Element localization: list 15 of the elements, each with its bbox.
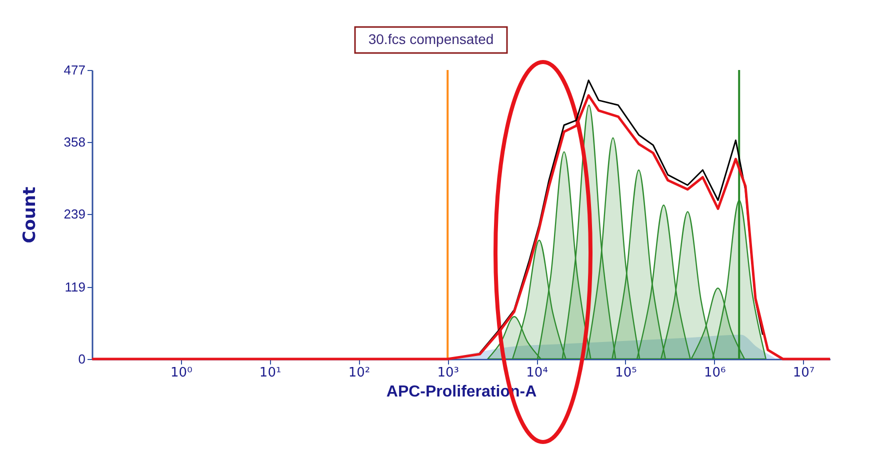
- chart-title: 30.fcs compensated: [368, 31, 494, 47]
- y-tick-label: 239: [64, 206, 86, 222]
- y-tick-label: 358: [64, 134, 86, 150]
- x-tick-label: 10¹: [259, 366, 282, 380]
- x-tick-label: 10⁶: [704, 366, 726, 380]
- x-tick-label: 10²: [348, 366, 370, 380]
- x-tick-label: 10⁴: [526, 366, 548, 380]
- y-tick-label: 119: [64, 279, 86, 294]
- x-tick-label: 10³: [437, 366, 459, 380]
- y-axis-title: Count: [20, 186, 40, 244]
- x-tick-label: 10⁵: [615, 366, 637, 380]
- y-tick-label: 0: [78, 352, 86, 366]
- x-tick-label: 10⁰: [170, 366, 192, 380]
- x-tick-label: 10⁷: [792, 366, 815, 380]
- y-tick-label: 477: [64, 62, 86, 78]
